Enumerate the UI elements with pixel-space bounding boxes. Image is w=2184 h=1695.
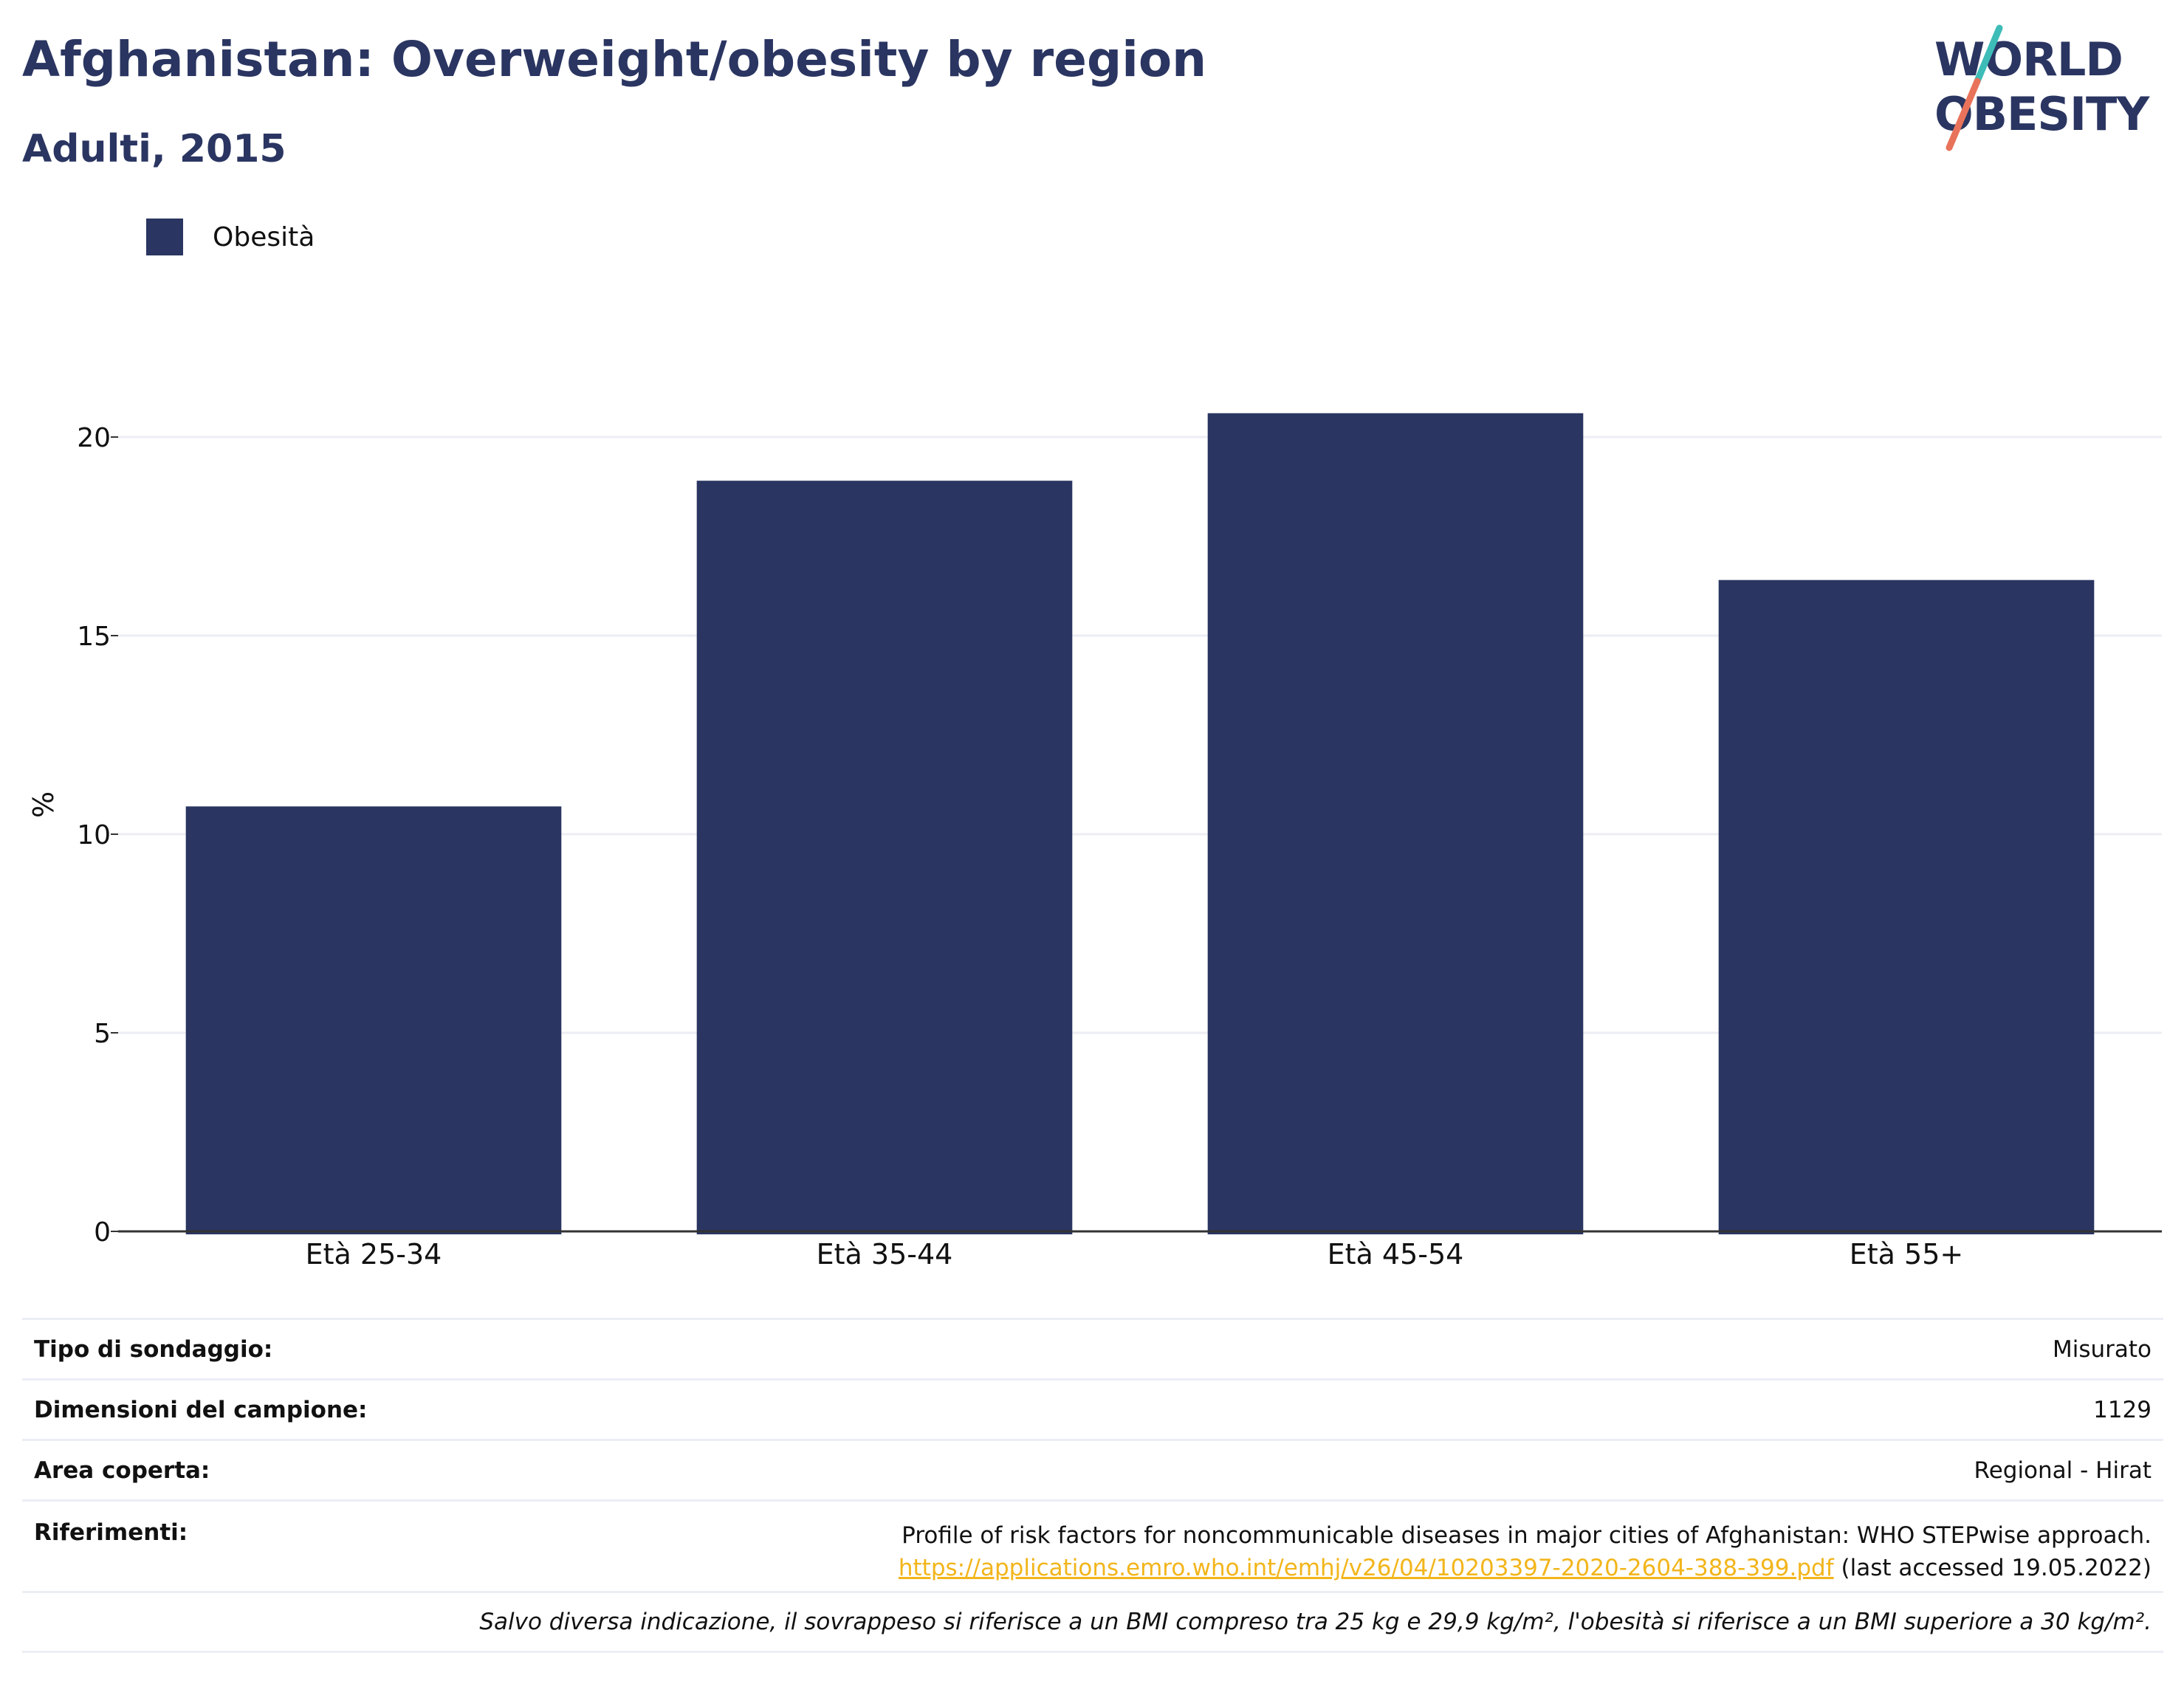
y-tick-label: 10	[77, 820, 111, 850]
y-tick-label: 20	[77, 423, 111, 453]
info-row-area: Area coperta: Regional - Hirat	[22, 1439, 2163, 1499]
bar-4	[1718, 580, 2095, 1234]
bars	[185, 413, 2095, 1234]
sample-size-label: Dimensioni del campione:	[34, 1396, 368, 1423]
y-tick-label: 5	[94, 1019, 111, 1049]
page-subtitle: Adulti, 2015	[22, 127, 286, 171]
bmi-note: Salvo diversa indicazione, il sovrappeso…	[479, 1609, 2152, 1635]
bar-chart: 0 5 10 15 20 Età 25-34 Età 35-44 Età 45-54 Età 5…	[27, 413, 2162, 1271]
references-link[interactable]: https://applications.emro.who.int/emhj/v…	[898, 1555, 1834, 1581]
info-row-references: Riferimenti: Profile of risk factors for…	[22, 1499, 2163, 1591]
x-tick-label: Età 45-54	[1328, 1238, 1464, 1271]
references-value: Profile of risk factors for noncommunica…	[899, 1519, 2152, 1584]
x-tick-label: Età 25-34	[306, 1238, 442, 1271]
bar-2	[696, 481, 1073, 1234]
bar-3	[1207, 413, 1584, 1234]
y-tick-label: 15	[77, 622, 111, 652]
legend-swatch-obesita	[146, 219, 183, 255]
svg-text:WORLD: WORLD	[1934, 32, 2123, 86]
bar-1	[185, 806, 562, 1234]
info-row-survey-type: Tipo di sondaggio: Misurato	[22, 1318, 2163, 1378]
references-text: Profile of risk factors for noncommunica…	[902, 1522, 2152, 1549]
legend-label-obesita: Obesità	[213, 221, 315, 252]
sample-size-value: 1129	[2093, 1396, 2152, 1423]
references-link-line: https://applications.emro.who.int/emhj/v…	[899, 1552, 2152, 1584]
page-title: Afghanistan: Overweight/obesity by regio…	[22, 31, 1207, 88]
info-row-sample-size: Dimensioni del campione: 1129	[22, 1378, 2163, 1439]
references-label: Riferimenti:	[34, 1519, 188, 1546]
area-value: Regional - Hirat	[1974, 1457, 2152, 1484]
y-axis-label: %	[27, 791, 60, 818]
x-tick-label: Età 55+	[1850, 1238, 1963, 1271]
references-accessed: (last accessed 19.05.2022)	[1841, 1555, 2152, 1581]
x-tick-label: Età 35-44	[817, 1238, 953, 1271]
survey-type-value: Misurato	[2052, 1335, 2152, 1363]
area-label: Area coperta:	[34, 1457, 210, 1484]
chart-legend: Obesità	[146, 219, 315, 255]
world-obesity-logo: WORLD OBESITY	[1934, 24, 2151, 151]
axes: 0 5 10 15 20 Età 25-34 Età 35-44 Età 45-54 Età 5…	[77, 423, 2162, 1271]
info-row-note: Salvo diversa indicazione, il sovrappeso…	[22, 1591, 2163, 1653]
info-table: Tipo di sondaggio: Misurato Dimensioni d…	[22, 1318, 2163, 1653]
survey-type-label: Tipo di sondaggio:	[34, 1335, 273, 1363]
y-tick-label: 0	[94, 1217, 111, 1248]
